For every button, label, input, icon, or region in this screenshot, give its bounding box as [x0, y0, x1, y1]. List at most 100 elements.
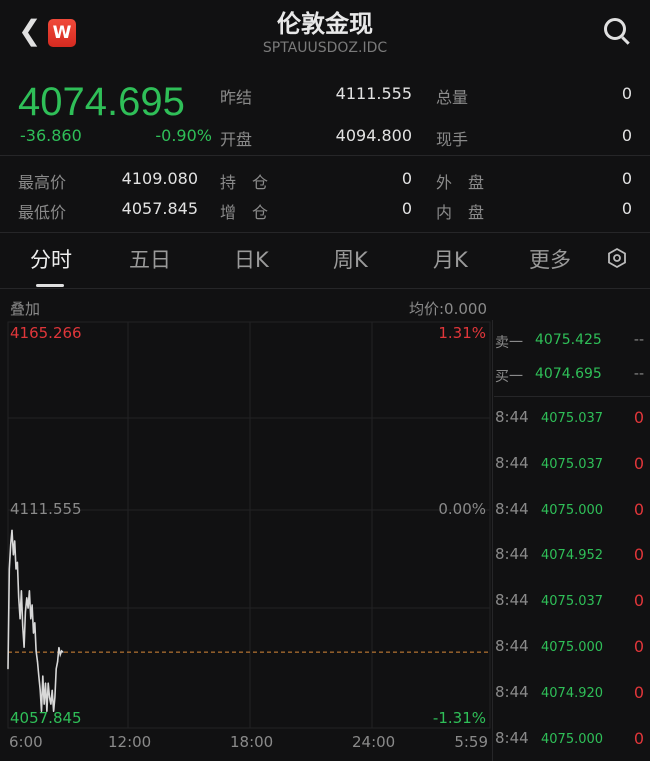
price-point [48, 696, 51, 698]
price-point [31, 604, 33, 606]
price-point [38, 675, 40, 677]
price-point [44, 682, 47, 684]
price-point [14, 540, 16, 542]
price-point [27, 607, 29, 609]
price-point [43, 703, 45, 705]
tab-daily-k[interactable]: 日K [234, 248, 269, 272]
trade-price: 4075.037 [541, 411, 604, 426]
stat-value: 4109.080 [121, 169, 198, 188]
price-point [7, 668, 9, 670]
price-point [35, 650, 37, 652]
stat-label: 开盘 [220, 130, 253, 149]
stat-label: 增 仓 [220, 203, 269, 222]
price-point [20, 589, 22, 592]
bid-price: 4074.695 [535, 366, 602, 382]
price-point [59, 653, 61, 656]
search-icon[interactable] [604, 18, 626, 40]
tab-monthly-k[interactable]: 月K [433, 248, 468, 272]
active-tab-indicator [36, 284, 64, 287]
price-change: -36.860 [20, 126, 82, 145]
ask-volume: -- [633, 332, 644, 348]
bid-volume: -- [633, 366, 644, 382]
price-point [15, 568, 17, 570]
price-point [28, 589, 31, 592]
x-tick: 18:00 [230, 733, 274, 751]
price-point [40, 710, 43, 713]
trade-time: 8:44 [495, 728, 529, 747]
trade-time: 8:44 [495, 591, 529, 610]
hexagon-settings-icon[interactable] [606, 247, 628, 269]
pct-label-bottom: -1.31% [432, 709, 486, 727]
stat-value: 0 [401, 169, 412, 188]
price-point [54, 696, 56, 698]
stat-value: 0 [401, 199, 412, 218]
tab-intraday[interactable]: 分时 [30, 248, 72, 272]
average-price: 均价:0.000 [409, 300, 487, 318]
stat-label: 最高价 [18, 173, 67, 192]
price-point [58, 646, 60, 649]
trade-volume: 0 [633, 408, 644, 427]
y-label-bottom: 4057.845 [10, 709, 82, 727]
price-point [62, 651, 64, 653]
tab-five-day[interactable]: 五日 [129, 248, 171, 272]
x-tick: 12:00 [108, 733, 152, 751]
price-point [16, 561, 18, 563]
pct-label-mid: 0.00% [438, 500, 486, 518]
stat-value: 4111.555 [335, 84, 412, 103]
stat-value: 0 [621, 169, 632, 188]
symbol-code: SPTAUUSDOZ.IDC [262, 40, 388, 56]
price-point [12, 554, 14, 556]
price-point [19, 618, 21, 620]
stat-label: 现手 [436, 130, 469, 149]
logo-text: W [52, 23, 72, 43]
stat-label: 总量 [436, 88, 469, 107]
overlay-button[interactable]: 叠加 [10, 300, 41, 318]
page-title: 伦敦金现 [277, 10, 373, 38]
price-point [55, 668, 57, 670]
trade-volume: 0 [633, 499, 644, 519]
ask-price: 4075.425 [535, 332, 602, 348]
trade-time: 8:44 [495, 545, 529, 564]
tab-more[interactable]: 更多 [529, 248, 571, 272]
orderbook-divider [492, 320, 493, 761]
trade-price: 4074.920 [541, 685, 604, 701]
divider [494, 396, 650, 397]
plot-border [7, 321, 491, 729]
divider [0, 155, 650, 156]
price-point [52, 710, 55, 713]
stat-value: 0 [621, 84, 632, 103]
intraday-chart[interactable] [0, 320, 492, 761]
trade-time: 8:44 [495, 682, 529, 701]
price-point [42, 675, 44, 677]
trade-price: 4074.952 [541, 548, 604, 564]
price-line [7, 530, 64, 712]
bid-label: 买一 [495, 369, 523, 385]
stat-value: 4057.845 [121, 199, 198, 218]
price-point [10, 543, 12, 545]
price-point [56, 661, 59, 663]
trade-price: 4075.000 [541, 502, 604, 518]
x-tick: 6:00 [9, 733, 43, 751]
trade-volume: 0 [633, 453, 644, 473]
price-point [24, 611, 27, 613]
trade-time: 8:44 [495, 637, 529, 655]
divider [0, 288, 650, 289]
stat-label: 持 仓 [220, 173, 269, 192]
back-button[interactable]: ❮ [18, 14, 42, 47]
trade-price: 4075.000 [541, 640, 604, 655]
price-point [18, 597, 20, 599]
price-point [50, 703, 52, 705]
tab-weekly-k[interactable]: 周K [333, 248, 368, 272]
trade-volume: 0 [633, 591, 644, 611]
y-label-mid: 4111.555 [10, 500, 82, 518]
stat-value: 0 [621, 199, 632, 218]
price-change-pct: -0.90% [155, 126, 212, 145]
price-point [36, 661, 39, 663]
trade-time: 8:44 [495, 453, 529, 472]
trade-volume: 0 [633, 545, 644, 565]
price-point [26, 597, 28, 599]
price-point [47, 682, 49, 684]
price-point [39, 689, 41, 691]
price-point [23, 646, 25, 649]
last-price: 4074.695 [18, 80, 185, 124]
